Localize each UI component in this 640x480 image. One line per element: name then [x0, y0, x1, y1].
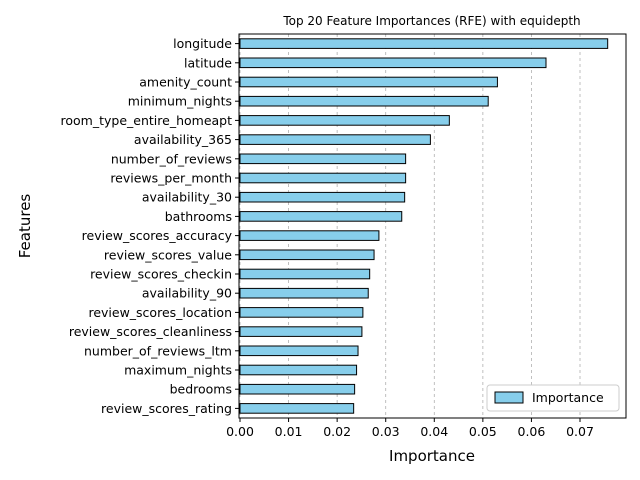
- bar: [239, 230, 380, 241]
- bar: [239, 172, 407, 184]
- y-tick-label: longitude: [173, 36, 232, 51]
- y-tick-label: latitude: [184, 55, 232, 70]
- y-tick-label: availability_90: [142, 286, 232, 301]
- y-tick-label: review_scores_location: [88, 305, 232, 320]
- y-tick-label: number_of_reviews: [111, 151, 232, 166]
- y-tick-labels: longitude latitude amenity_count minimum_ni…: [61, 36, 239, 416]
- bar: [239, 287, 369, 299]
- bar: [239, 307, 364, 318]
- y-axis-label: Features: [16, 194, 34, 259]
- bar: [239, 211, 403, 222]
- bar: [239, 191, 406, 203]
- x-gridlines: [239, 34, 581, 418]
- x-tick-labels: 0.00 0.01 0.02 0.03 0.04 0.05 0.06 0.07: [226, 418, 594, 439]
- y-tick-label: bedrooms: [170, 382, 232, 397]
- x-tick-label: 0.01: [275, 424, 303, 439]
- y-tick-label: review_scores_value: [104, 247, 232, 262]
- bar: [239, 38, 609, 49]
- x-tick-label: 0.05: [469, 424, 497, 439]
- bar: [239, 134, 431, 145]
- y-tick-label: reviews_per_month: [110, 171, 232, 186]
- y-tick-label: review_scores_cleanliness: [69, 324, 232, 339]
- bar: [239, 345, 359, 357]
- legend-swatch: [494, 391, 524, 404]
- bar: [239, 153, 407, 165]
- bar: [239, 268, 371, 280]
- bars: [239, 38, 609, 414]
- y-tick-label: room_type_entire_homeapt: [61, 113, 233, 128]
- y-tick-label: review_scores_checkin: [90, 267, 232, 282]
- y-tick-label: amenity_count: [139, 75, 232, 90]
- y-tick-label: review_scores_rating: [101, 401, 232, 416]
- y-tick-label: availability_30: [142, 190, 232, 205]
- x-tick-label: 0.07: [566, 424, 594, 439]
- bar: [239, 326, 363, 337]
- y-tick-label: minimum_nights: [128, 94, 232, 109]
- x-tick-label: 0.02: [323, 424, 351, 439]
- bar: [239, 95, 489, 107]
- y-tick-label: number_of_reviews_ltm: [84, 343, 232, 358]
- legend: Importance: [486, 384, 620, 412]
- x-tick-label: 0.06: [518, 424, 546, 439]
- chart-title: Top 20 Feature Importances (RFE) with eq…: [282, 14, 580, 28]
- legend-label: Importance: [532, 390, 604, 405]
- bar: [239, 364, 358, 376]
- x-tick-label: 0.04: [420, 424, 448, 439]
- bar: [239, 76, 498, 88]
- y-tick-label: maximum_nights: [124, 363, 232, 378]
- x-axis-label: Importance: [389, 447, 475, 465]
- bar: [239, 57, 547, 69]
- plot-frame: [238, 33, 627, 419]
- y-tick-label: bathrooms: [165, 209, 232, 224]
- x-tick-label: 0.00: [226, 424, 254, 439]
- x-tick-label: 0.03: [372, 424, 400, 439]
- bar: [239, 403, 355, 414]
- y-tick-label: review_scores_accuracy: [82, 228, 233, 243]
- bar: [239, 383, 356, 395]
- bar: [239, 249, 375, 261]
- bar: [239, 115, 450, 126]
- y-tick-label: availability_365: [134, 132, 232, 147]
